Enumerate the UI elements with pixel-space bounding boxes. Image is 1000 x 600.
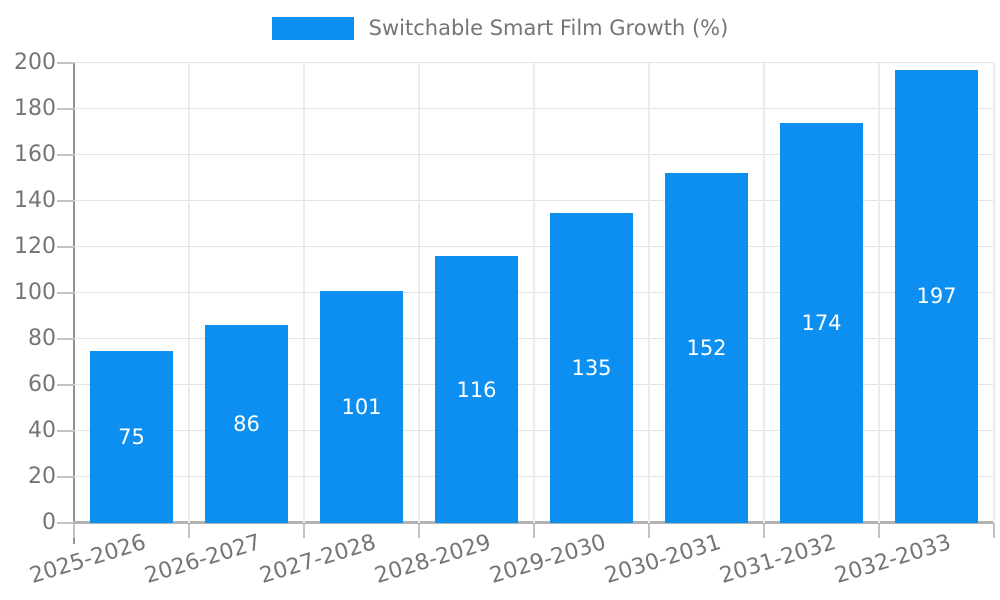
y-tick-label: 100 bbox=[14, 280, 56, 305]
y-axis-line bbox=[73, 63, 75, 544]
grid-line-vertical bbox=[993, 63, 995, 523]
bar-value-label: 197 bbox=[916, 284, 957, 309]
grid-line-vertical bbox=[418, 63, 420, 523]
bar-value-label: 116 bbox=[456, 377, 497, 402]
legend-swatch bbox=[271, 16, 354, 40]
y-axis-tick bbox=[57, 384, 74, 386]
bar-2031-2032: 174 bbox=[780, 122, 863, 523]
x-axis-labels: 2025-2026 2026-2027 2027-2028 2028-2029 2029… bbox=[0, 530, 1000, 600]
y-tick-label: 180 bbox=[14, 96, 56, 121]
x-tick-label: 2030-2031 bbox=[601, 530, 724, 590]
y-axis-tick bbox=[57, 108, 74, 110]
y-tick-label: 160 bbox=[14, 142, 56, 167]
bar-value-label: 86 bbox=[233, 412, 260, 437]
y-tick-label: 60 bbox=[28, 372, 56, 397]
y-tick-label: 120 bbox=[14, 234, 56, 259]
x-tick-label: 2028-2029 bbox=[371, 530, 494, 590]
bar-2026-2027: 86 bbox=[205, 325, 288, 523]
grid-line-vertical bbox=[303, 63, 305, 523]
x-axis-tick bbox=[993, 524, 995, 538]
y-tick-label: 200 bbox=[14, 50, 56, 75]
bar-2028-2029: 116 bbox=[435, 256, 518, 523]
chart-legend: Switchable Smart Film Growth (%) bbox=[0, 16, 1000, 40]
x-axis-tick bbox=[188, 524, 190, 538]
x-axis-tick bbox=[763, 524, 765, 538]
x-tick-label: 2032-2033 bbox=[831, 530, 954, 590]
x-tick-label: 2025-2026 bbox=[26, 530, 149, 590]
plot-area: 75 86 101 116 135 152 174 197 bbox=[57, 62, 995, 538]
x-axis-tick bbox=[878, 524, 880, 538]
bar-value-label: 152 bbox=[686, 336, 727, 361]
y-axis-tick bbox=[57, 476, 74, 478]
y-axis-tick bbox=[57, 154, 74, 156]
y-axis-labels: 0 20 40 60 80 100 120 140 160 180 200 bbox=[0, 52, 56, 534]
x-tick-label: 2026-2027 bbox=[141, 530, 264, 590]
x-axis-tick bbox=[648, 524, 650, 538]
y-tick-label: 140 bbox=[14, 188, 56, 213]
bar-value-label: 75 bbox=[118, 424, 145, 449]
y-axis-tick bbox=[57, 200, 74, 202]
grid-line-vertical bbox=[533, 63, 535, 523]
y-tick-label: 40 bbox=[28, 418, 56, 443]
y-tick-label: 20 bbox=[28, 464, 56, 489]
x-tick-label: 2027-2028 bbox=[256, 530, 379, 590]
grid-line-vertical bbox=[648, 63, 650, 523]
grid-line-vertical bbox=[188, 63, 190, 523]
grid-line-vertical bbox=[878, 63, 880, 523]
bar-value-label: 135 bbox=[571, 355, 612, 380]
bar-2027-2028: 101 bbox=[320, 290, 403, 523]
y-axis-tick bbox=[57, 246, 74, 248]
y-axis-tick bbox=[57, 430, 74, 432]
y-axis-tick bbox=[57, 62, 74, 65]
y-axis-tick bbox=[57, 338, 74, 340]
x-axis-tick bbox=[73, 524, 75, 538]
y-tick-label: 80 bbox=[28, 326, 56, 351]
x-tick-label: 2031-2032 bbox=[716, 530, 839, 590]
bar-2029-2030: 135 bbox=[550, 212, 633, 523]
x-axis-tick bbox=[418, 524, 420, 538]
y-axis-tick bbox=[57, 522, 74, 524]
grid-line-vertical bbox=[763, 63, 765, 523]
bar-2025-2026: 75 bbox=[90, 350, 173, 523]
x-tick-label: 2029-2030 bbox=[486, 530, 609, 590]
bar-value-label: 174 bbox=[801, 310, 842, 335]
y-tick-label: 0 bbox=[42, 510, 56, 535]
grid-line-horizontal bbox=[74, 62, 994, 64]
legend-label: Switchable Smart Film Growth (%) bbox=[368, 16, 729, 40]
x-axis-tick bbox=[303, 524, 305, 538]
x-axis-tick bbox=[533, 524, 535, 538]
bar-2030-2031: 152 bbox=[665, 173, 748, 523]
y-axis-tick bbox=[57, 292, 74, 294]
bar-2032-2033: 197 bbox=[895, 69, 978, 523]
bar-value-label: 101 bbox=[341, 394, 382, 419]
